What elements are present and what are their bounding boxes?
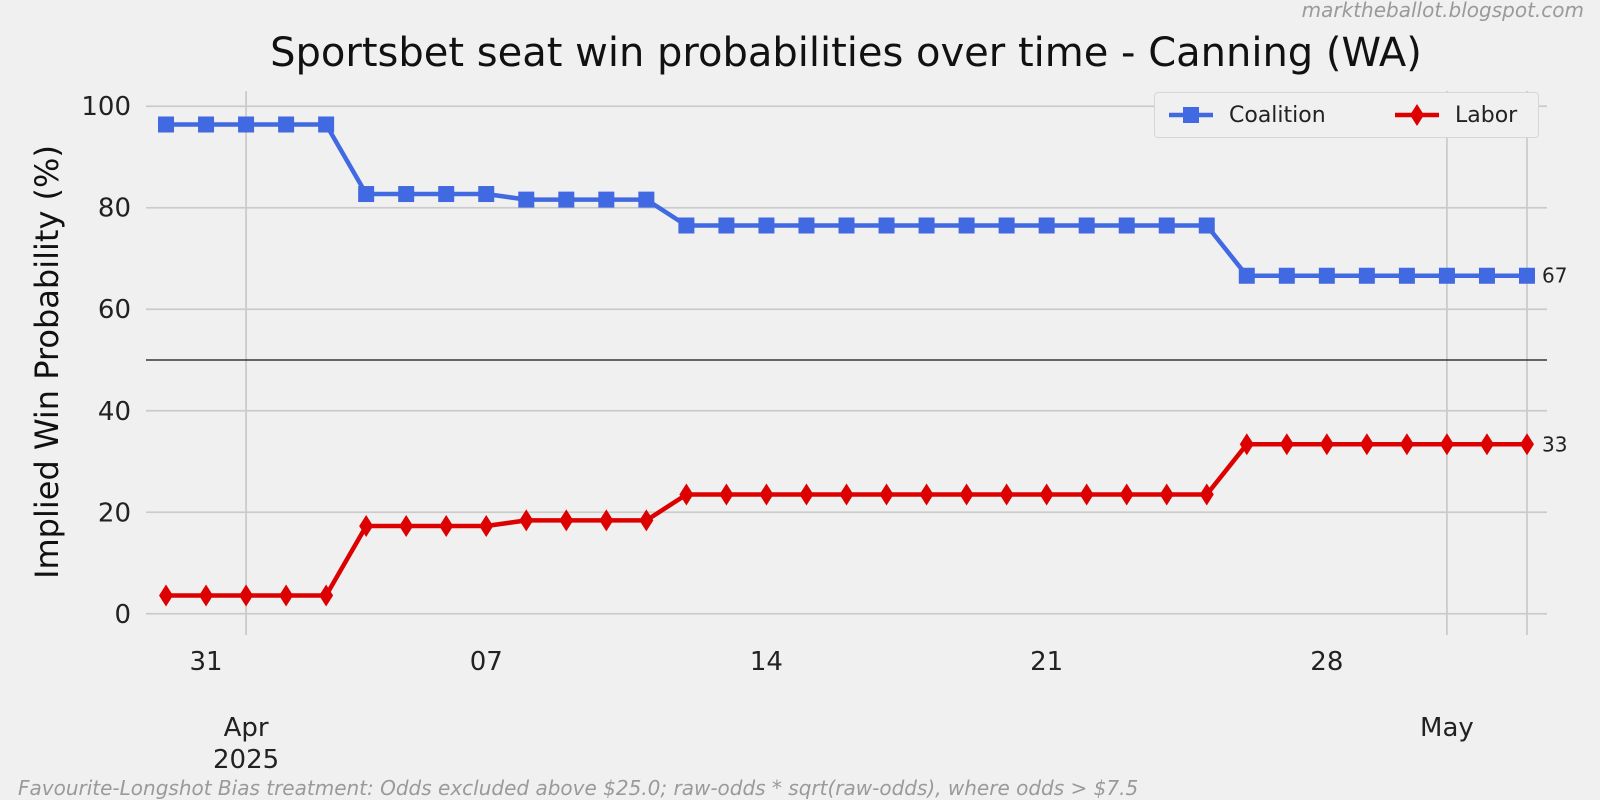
y-tick-label: 0	[114, 600, 131, 630]
x-month-label: May	[1420, 713, 1474, 743]
data-point-labor	[1439, 433, 1454, 456]
data-point-labor	[679, 483, 694, 506]
data-point-coalition	[718, 217, 735, 234]
data-point-labor	[519, 509, 534, 532]
data-point-coalition	[1358, 267, 1375, 284]
legend-item-coalition: Coalition	[1167, 93, 1326, 137]
data-point-labor	[479, 514, 494, 537]
data-point-coalition	[478, 186, 495, 203]
data-point-coalition	[1078, 217, 1095, 234]
data-point-labor	[439, 514, 454, 537]
data-point-coalition	[238, 116, 255, 133]
chart-title: Sportsbet seat win probabilities over ti…	[270, 30, 1422, 76]
data-point-labor	[1479, 433, 1494, 456]
data-point-coalition	[1398, 267, 1415, 284]
data-point-coalition	[1238, 267, 1255, 284]
y-tick-label: 20	[98, 498, 131, 528]
data-point-coalition	[1278, 267, 1295, 284]
data-point-coalition	[358, 186, 375, 203]
data-point-coalition	[678, 217, 695, 234]
data-point-labor	[1319, 433, 1334, 456]
data-point-labor	[799, 483, 814, 506]
legend-label-labor: Labor	[1455, 102, 1518, 128]
data-point-coalition	[518, 191, 535, 208]
data-point-coalition	[758, 217, 775, 234]
data-point-labor	[1399, 433, 1414, 456]
x-year-label: 2025	[213, 745, 279, 775]
data-point-labor	[279, 584, 294, 607]
y-axis-label: Implied Win Probability (%)	[28, 145, 66, 579]
data-point-labor	[839, 483, 854, 506]
data-point-labor	[1279, 433, 1294, 456]
data-point-coalition	[398, 186, 415, 203]
series-line-labor	[166, 442, 1527, 598]
legend-item-labor: Labor	[1393, 93, 1517, 137]
data-point-coalition	[1158, 217, 1175, 234]
data-point-coalition	[1478, 267, 1495, 284]
footnote-text: Favourite-Longshot Bias treatment: Odds …	[18, 776, 1139, 800]
data-point-labor	[1199, 483, 1214, 506]
data-point-labor	[639, 509, 654, 532]
data-point-labor	[1039, 483, 1054, 506]
x-tick-label: 28	[1310, 647, 1343, 677]
data-point-labor	[959, 483, 974, 506]
x-tick-label: 31	[189, 647, 222, 677]
data-point-coalition	[638, 191, 655, 208]
data-point-labor	[999, 483, 1014, 506]
end-value-label-coalition: 67	[1542, 264, 1567, 288]
legend-label-coalition: Coalition	[1229, 102, 1326, 128]
data-point-coalition	[598, 191, 615, 208]
data-point-labor	[239, 584, 254, 607]
data-point-coalition	[838, 217, 855, 234]
y-tick-label: 60	[98, 295, 131, 325]
data-point-coalition	[1438, 267, 1455, 284]
data-point-coalition	[558, 191, 575, 208]
x-tick-label: 07	[470, 647, 503, 677]
data-point-labor	[599, 509, 614, 532]
data-point-labor	[759, 483, 774, 506]
data-point-coalition	[878, 217, 895, 234]
data-point-coalition	[438, 186, 455, 203]
data-point-coalition	[918, 217, 935, 234]
data-point-labor	[199, 584, 214, 607]
data-point-labor	[1239, 433, 1254, 456]
data-point-labor	[159, 584, 174, 607]
data-point-labor	[719, 483, 734, 506]
data-point-coalition	[1518, 267, 1535, 284]
x-month-label: Apr	[224, 713, 269, 743]
x-tick-label: 21	[1030, 647, 1063, 677]
legend-square-marker-icon	[1169, 107, 1213, 123]
data-point-labor	[559, 509, 574, 532]
data-point-labor	[1119, 483, 1134, 506]
data-point-labor	[319, 584, 334, 607]
end-value-label-labor: 33	[1542, 432, 1567, 456]
data-point-coalition	[1118, 217, 1135, 234]
data-point-labor	[399, 514, 414, 537]
x-tick-label: 14	[750, 647, 783, 677]
chart-legend: Coalition Labor	[1154, 92, 1539, 138]
data-point-labor	[1159, 483, 1174, 506]
data-point-coalition	[798, 217, 815, 234]
data-point-coalition	[1198, 217, 1215, 234]
y-tick-label: 100	[81, 92, 131, 122]
y-tick-label: 80	[98, 194, 131, 224]
y-tick-label: 40	[98, 397, 131, 427]
data-point-coalition	[158, 116, 175, 133]
data-point-coalition	[198, 116, 215, 133]
data-point-coalition	[1318, 267, 1335, 284]
watermark-text: marktheballot.blogspot.com	[1301, 0, 1584, 22]
data-point-labor	[879, 483, 894, 506]
data-point-coalition	[278, 116, 295, 133]
data-point-labor	[359, 514, 374, 537]
data-point-labor	[1519, 433, 1534, 456]
data-point-coalition	[318, 116, 335, 133]
data-point-labor	[1079, 483, 1094, 506]
legend-diamond-marker-icon	[1395, 104, 1439, 126]
data-point-coalition	[1038, 217, 1055, 234]
data-point-labor	[1359, 433, 1374, 456]
data-point-labor	[919, 483, 934, 506]
data-point-coalition	[958, 217, 975, 234]
data-point-coalition	[998, 217, 1015, 234]
